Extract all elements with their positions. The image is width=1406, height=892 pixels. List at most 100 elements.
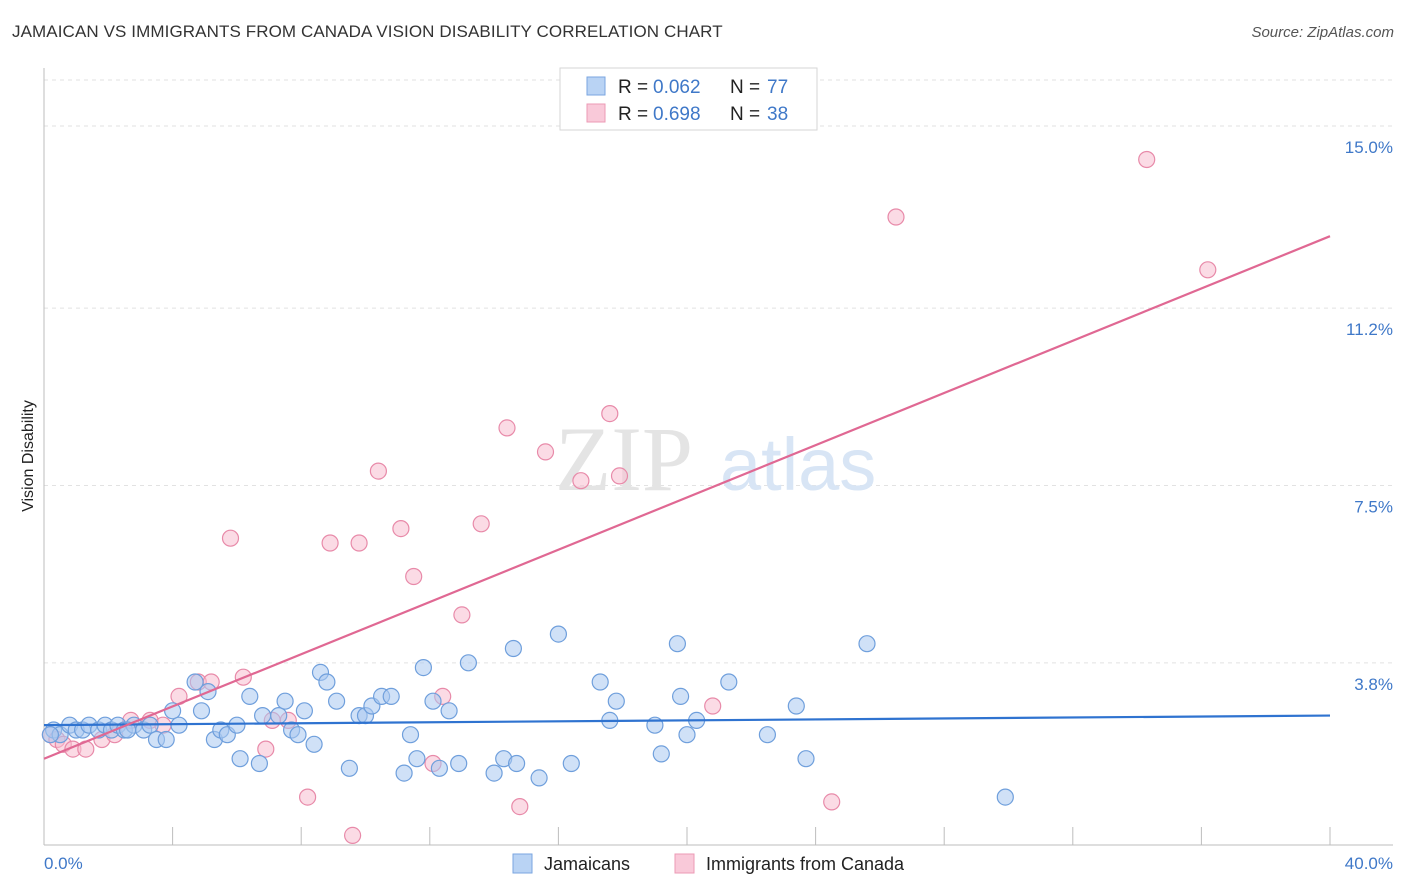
jamaican-point [254, 706, 272, 725]
canada-point [536, 443, 555, 461]
legend-r-label-blue: R = [618, 77, 648, 98]
jamaican-point [318, 673, 336, 691]
watermark-zip: ZIP [555, 408, 693, 510]
y-axis-label: Vision Disability [20, 400, 37, 512]
x-tick-min: 0.0% [44, 854, 83, 873]
canada-point [344, 826, 362, 845]
jamaican-point [668, 635, 687, 653]
jamaican-point [720, 673, 738, 691]
canada-point [392, 519, 410, 538]
jamaican-point [157, 730, 175, 749]
jamaican-point [241, 687, 259, 706]
bottom-legend-jamaicans: Jamaicans [544, 854, 630, 874]
jamaican-point [340, 759, 358, 777]
jamaican-point [228, 716, 246, 734]
bottom-legend: Jamaicans Immigrants from Canada [512, 853, 905, 874]
jamaican-point [671, 687, 690, 706]
jamaican-point [305, 735, 323, 753]
jamaican-point [530, 769, 548, 787]
jamaican-point [231, 750, 249, 768]
jamaican-point [562, 754, 580, 773]
chart-title: JAMAICAN VS IMMIGRANTS FROM CANADA VISIO… [12, 22, 723, 41]
canada-point [704, 697, 722, 715]
canada-point [887, 208, 905, 226]
jamaican-point [295, 702, 313, 720]
source-label: Source: ZipAtlas.com [1251, 24, 1394, 41]
axes [43, 68, 1393, 846]
bottom-legend-canada: Immigrants from Canada [706, 854, 905, 874]
y-tick-label: 7.5% [1354, 497, 1393, 516]
canada-point [472, 515, 490, 533]
jamaican-point [186, 673, 204, 691]
jamaican-point [797, 750, 815, 768]
legend-r-value-blue: 0.062 [653, 77, 701, 98]
canada-point [823, 793, 841, 811]
canada-point [511, 797, 529, 816]
legend-swatch-blue [586, 76, 606, 96]
legend-n-value-blue: 77 [767, 77, 788, 98]
watermark: ZIP atlas [555, 408, 876, 510]
gridlines [44, 79, 1393, 664]
bottom-legend-swatch-pink [674, 853, 695, 874]
jamaican-point [758, 726, 777, 744]
jamaican-point [276, 692, 294, 710]
jamaican-point [270, 706, 288, 725]
jamaican-point [41, 726, 60, 744]
jamaican-point [424, 692, 442, 710]
canada-point [601, 405, 619, 423]
jamaican-point [408, 750, 426, 768]
legend-n-value-pink: 38 [767, 104, 788, 125]
jamaican-point [504, 639, 523, 658]
jamaican-point [485, 764, 503, 782]
jamaican-point [607, 692, 625, 710]
y-tick-label: 11.2% [1346, 320, 1393, 339]
canada-point [498, 419, 516, 437]
canada-point [610, 467, 629, 485]
jamaican-point [787, 697, 805, 715]
canada-point [369, 462, 387, 480]
jamaican-point [328, 692, 346, 710]
jamaican-point [549, 625, 568, 643]
x-tick-max: 40.0% [1345, 854, 1393, 873]
canada-point [321, 534, 339, 552]
canada-point [257, 740, 275, 758]
jamaican-point [591, 673, 609, 691]
canada-point [1199, 261, 1217, 279]
legend-swatch-pink [586, 103, 606, 123]
jamaican-trendline [43, 714, 1331, 727]
canada-point [453, 606, 471, 624]
canada-point [1138, 150, 1156, 169]
jamaican-point [395, 764, 413, 782]
jamaican-point [192, 702, 211, 720]
canada-point [350, 534, 368, 552]
bottom-legend-swatch-blue [512, 853, 533, 874]
jamaican-point [440, 702, 458, 720]
jamaican-point [858, 635, 876, 653]
legend-r-label-pink: R = [618, 104, 648, 125]
watermark-atlas: atlas [720, 423, 876, 506]
jamaican-point [414, 658, 432, 677]
trendlines [43, 235, 1331, 760]
canada-point [299, 788, 317, 806]
blue-series [41, 625, 1014, 806]
canada-point [572, 472, 590, 490]
canada-point [405, 567, 423, 586]
canada-trendline [43, 235, 1331, 760]
jamaican-point [289, 726, 307, 744]
jamaican-point [450, 754, 468, 773]
jamaican-point [996, 788, 1014, 806]
legend-r-value-pink: 0.698 [653, 104, 701, 125]
legend-n-label-blue: N = [730, 77, 760, 98]
y-tick-label: 3.8% [1354, 675, 1393, 694]
legend-n-label-pink: N = [730, 104, 760, 125]
jamaican-point [382, 687, 400, 706]
jamaican-point [678, 726, 696, 744]
legend: R = 0.062 N = 77 R = 0.698 N = 38 [559, 67, 818, 131]
canada-point [221, 529, 240, 547]
jamaican-point [652, 745, 670, 763]
jamaican-point [430, 759, 448, 777]
jamaican-point [250, 754, 268, 773]
jamaican-point [507, 754, 526, 773]
y-tick-labels: 3.8% 7.5% 11.2% 15.0% [1345, 138, 1393, 694]
